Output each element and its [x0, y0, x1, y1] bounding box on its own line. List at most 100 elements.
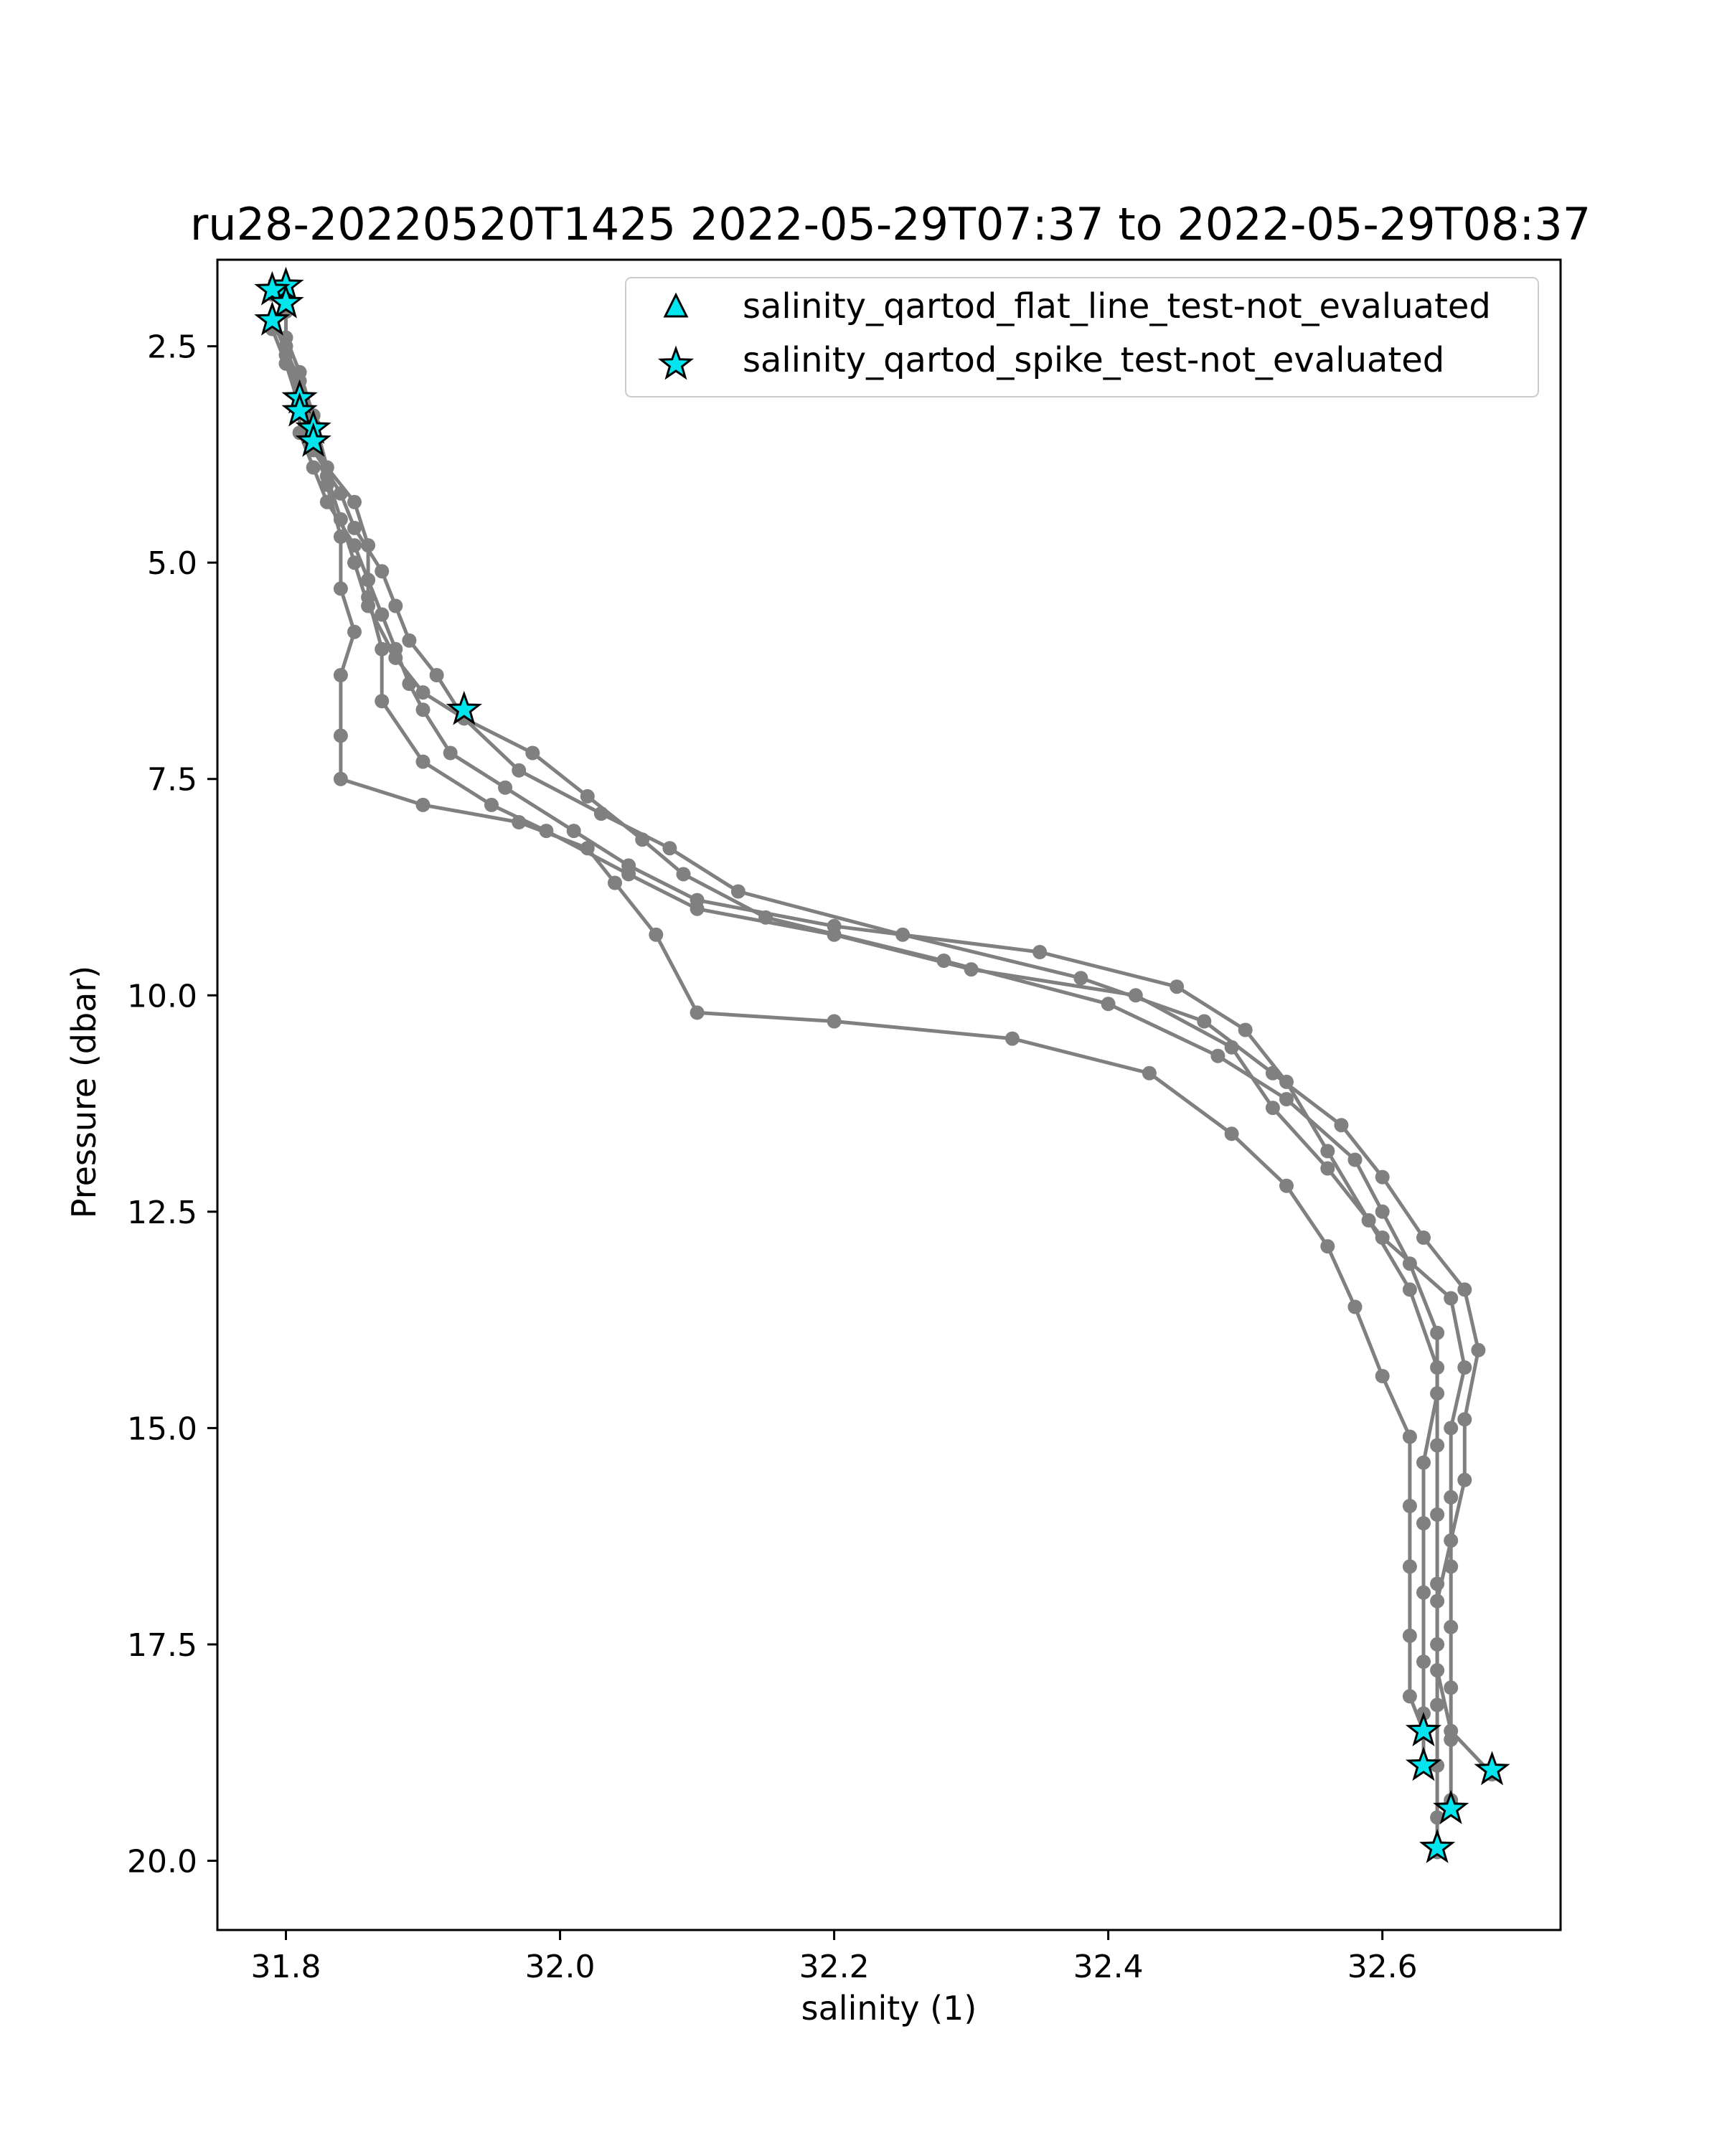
data-point [758, 910, 773, 925]
data-point [1238, 1022, 1253, 1037]
data-point [375, 607, 390, 622]
data-point [1457, 1360, 1472, 1375]
y-tick-label: 12.5 [127, 1195, 197, 1231]
data-point [1224, 1126, 1239, 1141]
data-point [1210, 1048, 1225, 1063]
spike-marker [254, 270, 291, 306]
data-point [1402, 1559, 1417, 1574]
data-point [333, 486, 348, 501]
data-point [1416, 1585, 1431, 1600]
data-point [333, 728, 348, 743]
data-point [1416, 1516, 1431, 1531]
data-point [827, 1014, 842, 1029]
data-point [375, 694, 390, 709]
data-point [1142, 1065, 1157, 1081]
y-tick-label: 15.0 [127, 1411, 197, 1447]
data-point [1457, 1412, 1472, 1427]
data-point [1430, 1663, 1445, 1678]
data-point [730, 884, 745, 899]
data-point [375, 641, 390, 656]
data-point [1004, 1031, 1020, 1046]
data-point [1402, 1429, 1417, 1444]
data-point [1279, 1178, 1294, 1193]
data-point [306, 460, 321, 475]
data-point [1402, 1689, 1417, 1704]
x-tick-label: 32.2 [799, 1949, 870, 1985]
data-point [1375, 1169, 1390, 1185]
data-point [1444, 1421, 1459, 1436]
data-point [1347, 1152, 1363, 1167]
data-point [1416, 1654, 1431, 1670]
data-point [1416, 1230, 1431, 1245]
series-line-4 [270, 318, 1426, 1733]
data-point [1170, 979, 1185, 994]
data-point [1402, 1256, 1417, 1271]
data-point [1457, 1472, 1472, 1487]
data-point [1457, 1282, 1472, 1297]
data-point [1375, 1230, 1390, 1245]
data-point [608, 875, 622, 890]
data-point [319, 477, 334, 492]
data-point [333, 668, 348, 682]
data-point [1444, 1619, 1459, 1634]
data-point [895, 927, 911, 942]
data-point [1444, 1533, 1459, 1548]
plot-frame [216, 258, 1562, 1931]
data-point [1279, 1092, 1294, 1106]
data-point [690, 901, 705, 916]
spike-marker [446, 690, 483, 725]
data-point [1402, 1282, 1417, 1297]
x-tick-label: 32.4 [1073, 1949, 1144, 1985]
data-point [1320, 1161, 1335, 1176]
data-point [1032, 945, 1048, 959]
data-point [443, 745, 458, 761]
data-point [1416, 1455, 1431, 1470]
y-tick-label: 17.5 [127, 1627, 197, 1664]
data-point [1197, 1014, 1212, 1029]
spike-marker [1405, 1746, 1442, 1781]
data-point [1430, 1594, 1445, 1609]
data-point [525, 745, 540, 761]
data-point [388, 598, 403, 613]
data-point [1444, 1680, 1459, 1695]
data-point [484, 797, 499, 812]
data-point [1444, 1723, 1459, 1738]
data-point [1320, 1144, 1335, 1159]
y-tick-label: 5.0 [147, 545, 197, 582]
data-point [333, 581, 348, 596]
x-tick-label: 31.8 [251, 1949, 321, 1985]
y-axis: 2.5 5.0 7.5 10.0 12.5 15.0 17.5 20.0 [127, 329, 217, 1880]
data-point [635, 832, 650, 847]
data-point [1347, 1299, 1363, 1314]
spike-marker [1419, 1828, 1456, 1863]
data-point [333, 529, 348, 544]
y-tick-label: 2.5 [147, 329, 197, 366]
data-point [1402, 1499, 1417, 1513]
data-point [1402, 1628, 1417, 1643]
data-point [580, 841, 595, 856]
data-point [1430, 1698, 1445, 1713]
data-point [347, 494, 362, 509]
data-point [580, 789, 595, 804]
spike-marker [1474, 1751, 1510, 1786]
data-point [1430, 1386, 1445, 1401]
data-point [361, 598, 376, 613]
x-tick-label: 32.0 [525, 1949, 596, 1985]
data-point [498, 780, 513, 795]
data-point [621, 867, 636, 882]
data-point [690, 1005, 705, 1020]
series-line-3 [284, 353, 1439, 1768]
y-tick-label: 10.0 [127, 978, 197, 1015]
data-point [1444, 1489, 1459, 1505]
data-point [1320, 1239, 1335, 1254]
data-point [1430, 1325, 1445, 1340]
spike-marker [254, 301, 291, 336]
data-point [662, 841, 677, 856]
spike-marker [268, 283, 304, 319]
chart-title: ru28-20220520T1425 2022-05-29T07:37 to 2… [190, 198, 1591, 250]
legend-frame [625, 277, 1539, 397]
data-point [1444, 1291, 1459, 1306]
data-point [333, 771, 348, 786]
